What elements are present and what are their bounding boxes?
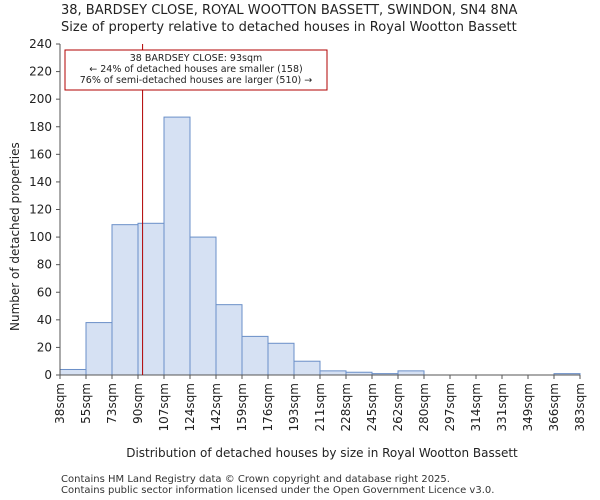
- x-tick-label: 228sqm: [339, 383, 353, 431]
- x-tick-label: 262sqm: [391, 383, 405, 431]
- x-tick-label: 349sqm: [521, 383, 535, 431]
- y-tick-label: 60: [37, 285, 52, 299]
- x-tick-label: 176sqm: [261, 383, 275, 431]
- histogram-bar: [319, 370, 347, 376]
- x-tick-label: 297sqm: [443, 383, 457, 431]
- histogram-bar: [137, 222, 165, 376]
- histogram-bar: [59, 368, 87, 376]
- histogram-bar: [111, 224, 139, 376]
- y-tick-label: 160: [29, 147, 52, 161]
- histogram-bar: [215, 304, 243, 376]
- x-tick-label: 73sqm: [105, 383, 119, 424]
- x-tick-label: 38sqm: [53, 383, 67, 424]
- y-tick-label: 240: [29, 37, 52, 51]
- y-tick-label: 100: [29, 230, 52, 244]
- x-tick-label: 245sqm: [365, 383, 379, 431]
- chart-subtitle: Size of property relative to detached ho…: [61, 20, 517, 35]
- y-tick-label: 200: [29, 92, 52, 106]
- y-tick-label: 220: [29, 65, 52, 79]
- histogram-bar: [85, 322, 113, 376]
- footer-copyright: Contains HM Land Registry data © Crown c…: [61, 474, 450, 485]
- x-tick-label: 314sqm: [469, 383, 483, 431]
- annotation-line-1: 38 BARDSEY CLOSE: 93sqm: [130, 53, 263, 64]
- x-tick-label: 366sqm: [547, 383, 561, 431]
- x-tick-label: 55sqm: [79, 383, 93, 424]
- x-tick-label: 124sqm: [183, 383, 197, 431]
- x-tick-label: 383sqm: [573, 383, 587, 431]
- y-tick-label: 140: [29, 175, 52, 189]
- x-tick-label: 193sqm: [287, 383, 301, 431]
- histogram-bar: [189, 236, 217, 376]
- x-tick-label: 142sqm: [209, 383, 223, 431]
- x-tick-label: 280sqm: [417, 383, 431, 431]
- annotation-line-3: 76% of semi-detached houses are larger (…: [80, 75, 313, 86]
- x-tick-label: 211sqm: [313, 383, 327, 431]
- histogram-bar: [163, 116, 191, 376]
- histogram-bar: [267, 342, 295, 376]
- y-tick-label: 20: [37, 340, 52, 354]
- histogram-bar: [293, 360, 321, 376]
- x-axis-label: Distribution of detached houses by size …: [126, 446, 518, 460]
- y-tick-label: 0: [44, 368, 52, 382]
- y-tick-label: 180: [29, 120, 52, 134]
- y-tick-label: 40: [37, 313, 52, 327]
- histogram-bar: [241, 335, 269, 376]
- x-tick-label: 331sqm: [495, 383, 509, 431]
- y-tick-label: 80: [37, 258, 52, 272]
- x-tick-label: 159sqm: [235, 383, 249, 431]
- footer-licence: Contains public sector information licen…: [61, 485, 495, 496]
- y-tick-label: 120: [29, 203, 52, 217]
- x-tick-label: 90sqm: [131, 383, 145, 424]
- annotation-line-2: ← 24% of detached houses are smaller (15…: [89, 64, 302, 75]
- histogram-bar: [397, 370, 425, 376]
- annotation-box: [64, 49, 328, 91]
- x-tick-label: 107sqm: [157, 383, 171, 431]
- chart-title: 38, BARDSEY CLOSE, ROYAL WOOTTON BASSETT…: [61, 3, 518, 18]
